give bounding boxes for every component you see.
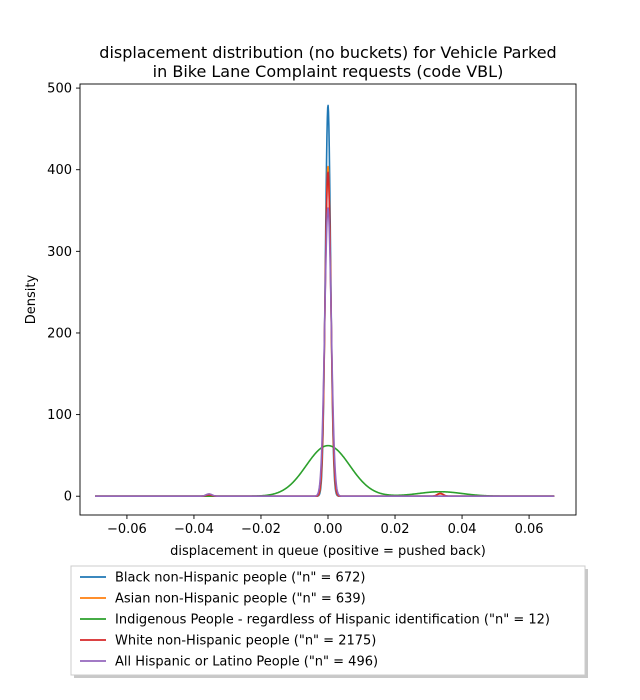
y-tick-label-5: 500 [47, 82, 72, 97]
x-tick-label-1: −0.04 [174, 522, 214, 537]
legend-label-1: Black non-Hispanic people ("n" = 672) [115, 571, 365, 586]
plot-area [79, 83, 577, 516]
legend-label-3: Indigenous People - regardless of Hispan… [115, 613, 550, 628]
y-tick-label-4: 400 [47, 163, 72, 178]
y-tick-label-1: 100 [47, 408, 72, 423]
series-line-3 [94, 444, 555, 498]
x-tick-label-0: −0.06 [107, 522, 147, 537]
series-lines [94, 104, 555, 498]
x-tick-label-3: 0.00 [314, 522, 343, 537]
series-line-5 [94, 207, 555, 498]
x-axis: −0.06 −0.04 −0.02 0.00 0.02 0.04 0.06 displacem… [107, 515, 544, 559]
y-tick-label-3: 300 [47, 245, 72, 260]
y-tick-label-2: 200 [47, 326, 72, 341]
legend-label-4: White non-Hispanic people ("n" = 2175) [115, 634, 376, 649]
legend-label-2: Asian non-Hispanic people ("n" = 639) [115, 592, 366, 607]
legend: Black non-Hispanic people ("n" = 672) Asi… [70, 565, 588, 678]
x-tick-label-6: 0.06 [515, 522, 544, 537]
x-tick-label-5: 0.04 [448, 522, 477, 537]
chart-title: displacement distribution (no buckets) f… [99, 43, 556, 81]
legend-box [70, 565, 586, 676]
x-tick-label-4: 0.02 [381, 522, 410, 537]
x-tick-label-2: −0.02 [241, 522, 281, 537]
title-line-2: in Bike Lane Complaint requests (code VB… [153, 62, 504, 81]
y-axis-label: Density [24, 274, 39, 324]
title-line-1: displacement distribution (no buckets) f… [99, 43, 556, 62]
y-axis: 0 100 200 300 400 500 Density [24, 82, 80, 505]
x-axis-label: displacement in queue (positive = pushed… [170, 544, 486, 559]
y-tick-label-0: 0 [64, 490, 72, 505]
plot-frame [79, 83, 577, 516]
legend-label-5: All Hispanic or Latino People ("n" = 496… [115, 655, 378, 670]
